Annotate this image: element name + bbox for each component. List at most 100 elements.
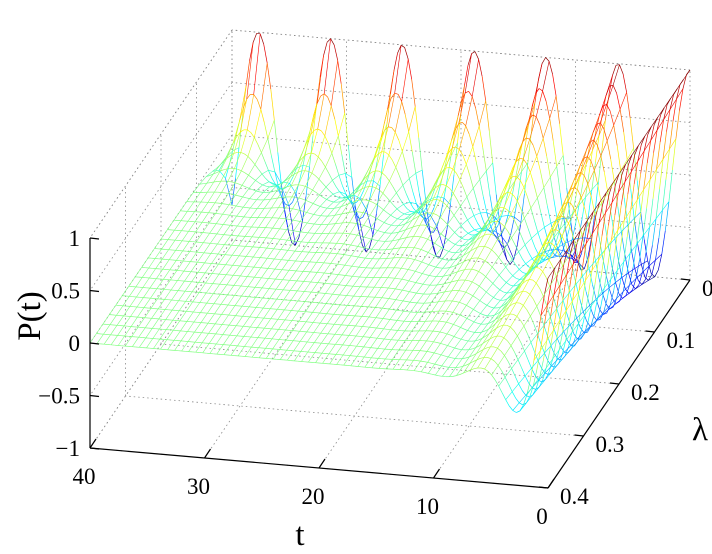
mesh-line — [396, 247, 401, 249]
mesh-line — [355, 316, 363, 327]
mesh-line — [539, 247, 545, 257]
mesh-line — [218, 202, 223, 204]
mesh-line — [296, 281, 304, 292]
mesh-line — [544, 345, 552, 354]
mesh-line — [484, 246, 489, 248]
mesh-line — [575, 177, 580, 196]
mesh-line — [289, 280, 297, 291]
mesh-line — [486, 162, 493, 172]
mesh-line — [246, 94, 251, 100]
mesh-line — [498, 385, 503, 394]
mesh-line — [277, 309, 285, 320]
t-tick-mark — [89, 438, 97, 449]
mesh-line — [295, 261, 303, 272]
mesh-line — [293, 230, 298, 232]
mesh-line — [626, 253, 631, 276]
mesh-line — [251, 217, 259, 228]
mesh-line — [378, 358, 386, 369]
mesh-line — [448, 251, 453, 253]
mesh-line — [452, 149, 460, 170]
mesh-line — [170, 280, 178, 291]
mesh-line — [453, 215, 458, 221]
mesh-line — [122, 286, 129, 296]
mesh-line — [227, 180, 232, 183]
mesh-line — [534, 248, 542, 261]
mesh-line — [279, 350, 287, 360]
mesh-line — [465, 356, 470, 359]
mesh-line — [522, 394, 528, 406]
mesh-line — [298, 170, 306, 185]
mesh-line — [431, 373, 436, 376]
mesh-line — [447, 281, 452, 284]
mesh-line — [444, 290, 449, 293]
mesh-line — [435, 258, 443, 268]
mesh-line — [200, 302, 208, 313]
mesh-line — [506, 285, 514, 294]
mesh-line — [275, 279, 283, 290]
mesh-line — [539, 170, 545, 188]
mesh-line — [526, 309, 531, 317]
mesh-line — [432, 184, 440, 201]
mesh-line — [532, 145, 538, 157]
mesh-line — [649, 152, 654, 180]
mesh-line — [294, 231, 301, 242]
mesh-line — [441, 356, 449, 367]
mesh-line — [301, 232, 309, 242]
mesh-line — [423, 284, 431, 295]
mesh-line — [558, 355, 566, 364]
grid-line — [89, 187, 233, 396]
mesh-line — [606, 305, 611, 314]
mesh-line — [542, 340, 548, 361]
mesh-line — [493, 335, 497, 338]
mesh-line — [261, 138, 269, 153]
mesh-line — [262, 181, 270, 186]
mesh-line — [451, 280, 459, 291]
mesh-line — [472, 188, 478, 202]
mesh-line — [497, 207, 505, 222]
mesh-line — [517, 217, 525, 229]
mesh-line — [458, 149, 464, 156]
mesh-line — [321, 224, 329, 234]
mesh-line — [375, 307, 383, 318]
mesh-line — [399, 310, 404, 312]
mesh-line — [137, 307, 145, 318]
mesh-line — [413, 236, 421, 248]
mesh-line — [496, 325, 500, 329]
mesh-line — [403, 211, 411, 215]
mesh-line — [546, 156, 551, 178]
mesh-line — [297, 231, 301, 233]
mesh-line — [179, 311, 187, 321]
mesh-line — [248, 297, 256, 307]
mesh-line — [588, 270, 593, 295]
mesh-line — [529, 172, 535, 185]
mesh-line — [396, 208, 401, 213]
mesh-line — [544, 242, 549, 245]
mesh-line — [497, 365, 502, 371]
mesh-line — [259, 191, 264, 193]
mesh-line — [430, 226, 435, 229]
mesh-line — [606, 104, 611, 112]
mesh-line — [663, 98, 671, 108]
mesh-line — [429, 199, 433, 202]
mesh-line — [180, 201, 188, 211]
mesh-line — [477, 322, 482, 325]
mesh-line — [383, 328, 388, 330]
mesh-line — [564, 345, 572, 353]
mesh-line — [279, 339, 287, 350]
mesh-line — [437, 291, 445, 302]
mesh-line — [471, 331, 475, 333]
mesh-line — [254, 109, 262, 138]
mesh-line — [470, 225, 475, 231]
grid-line — [433, 269, 576, 479]
mesh-line — [420, 249, 425, 252]
mesh-line — [129, 286, 137, 297]
mesh-line — [581, 314, 586, 331]
mesh-line — [288, 205, 296, 246]
mesh-line — [159, 319, 166, 330]
mesh-line — [399, 237, 407, 249]
mesh-line — [244, 153, 249, 157]
mesh-line — [523, 139, 530, 160]
mesh-line — [220, 294, 228, 305]
mesh-line — [402, 289, 406, 292]
mesh-line — [359, 218, 367, 252]
